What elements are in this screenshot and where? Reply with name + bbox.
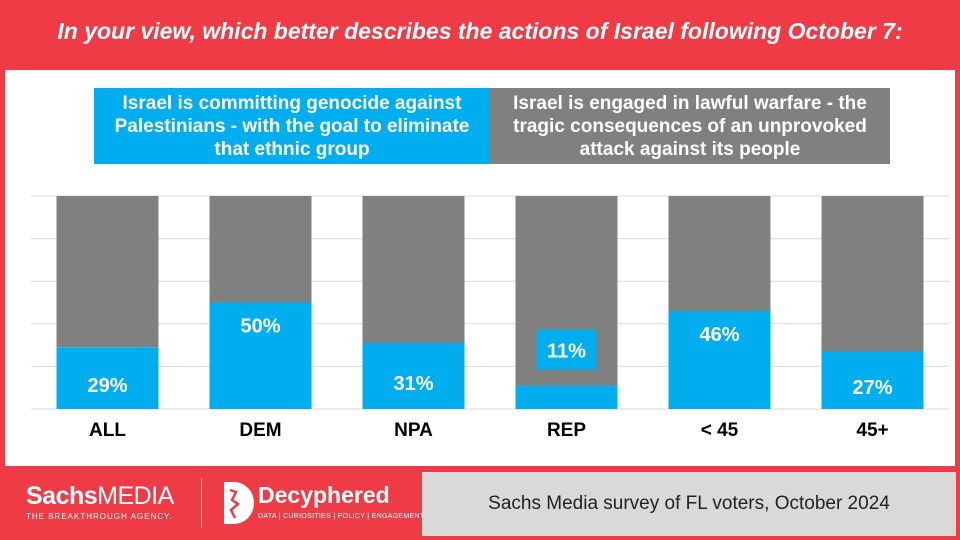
logo-decyphered-word: Decyphered (258, 482, 390, 508)
logo-media-word: MEDIA (97, 482, 174, 510)
data-label: 50% (240, 316, 280, 338)
bar-lawful-warfare (668, 196, 771, 312)
bar-genocide (362, 342, 465, 409)
logo-decyphered-tagline: DATA | CURIOSITIES | POLICY | ENGAGEMENT (258, 513, 425, 520)
logo-sachs-word: Sachs (26, 482, 98, 510)
category-label: DEM (239, 420, 281, 441)
logo-divider (201, 478, 202, 528)
category-label: 45+ (856, 420, 888, 441)
chart-title: In your view, which better describes the… (57, 18, 903, 44)
data-label: 46% (699, 324, 739, 346)
chart-panel: Israel is committing genocide against Pa… (5, 70, 955, 466)
bar-genocide (515, 385, 618, 409)
logo-sachs-tagline: THE BREAKTHROUGH AGENCY. (26, 512, 173, 521)
source-note: Sachs Media survey of FL voters, October… (488, 493, 890, 514)
source-box: Sachs Media survey of FL voters, October… (422, 472, 956, 536)
category-label: REP (547, 420, 586, 441)
bar-genocide (668, 311, 771, 409)
legend-lawful-warfare: Israel is engaged in lawful warfare - th… (490, 88, 890, 164)
category-label: < 45 (701, 420, 739, 441)
sachs-media-logo: SachsMEDIA THE BREAKTHROUGH AGENCY. (26, 482, 174, 521)
decyphered-mark-icon (224, 482, 254, 524)
bar-lawful-warfare (821, 196, 924, 352)
legend-genocide: Israel is committing genocide against Pa… (94, 88, 490, 164)
data-label: 27% (852, 377, 892, 399)
bar-lawful-warfare (209, 196, 312, 303)
category-label: NPA (394, 420, 433, 441)
category-label: ALL (89, 420, 126, 441)
data-label: 29% (87, 375, 127, 397)
decyphered-logo: Decyphered DATA | CURIOSITIES | POLICY |… (220, 480, 424, 531)
bar-genocide (209, 302, 312, 409)
data-label: 11% (547, 341, 586, 363)
bar-chart: 29% ALL 50% DEM 31% NPA 11% REP 46% < 45 27% 45+ (31, 195, 949, 441)
bar-genocide (821, 351, 924, 409)
bar-genocide (56, 347, 159, 409)
header-bar: In your view, which better describes the… (0, 0, 960, 70)
data-label: 31% (393, 373, 433, 395)
data-label-box (536, 329, 597, 370)
bar-lawful-warfare (362, 196, 465, 343)
bar-lawful-warfare (56, 196, 159, 348)
